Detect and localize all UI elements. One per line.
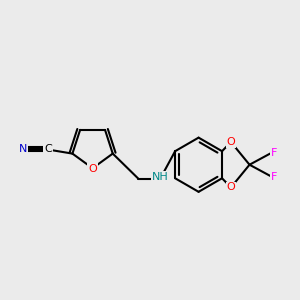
Text: N: N [19, 144, 27, 154]
Text: O: O [88, 164, 97, 174]
Text: F: F [271, 172, 277, 182]
Text: F: F [271, 148, 277, 158]
Text: O: O [226, 137, 235, 147]
Text: NH: NH [152, 172, 169, 182]
Text: O: O [226, 182, 235, 192]
Text: C: C [44, 144, 52, 154]
